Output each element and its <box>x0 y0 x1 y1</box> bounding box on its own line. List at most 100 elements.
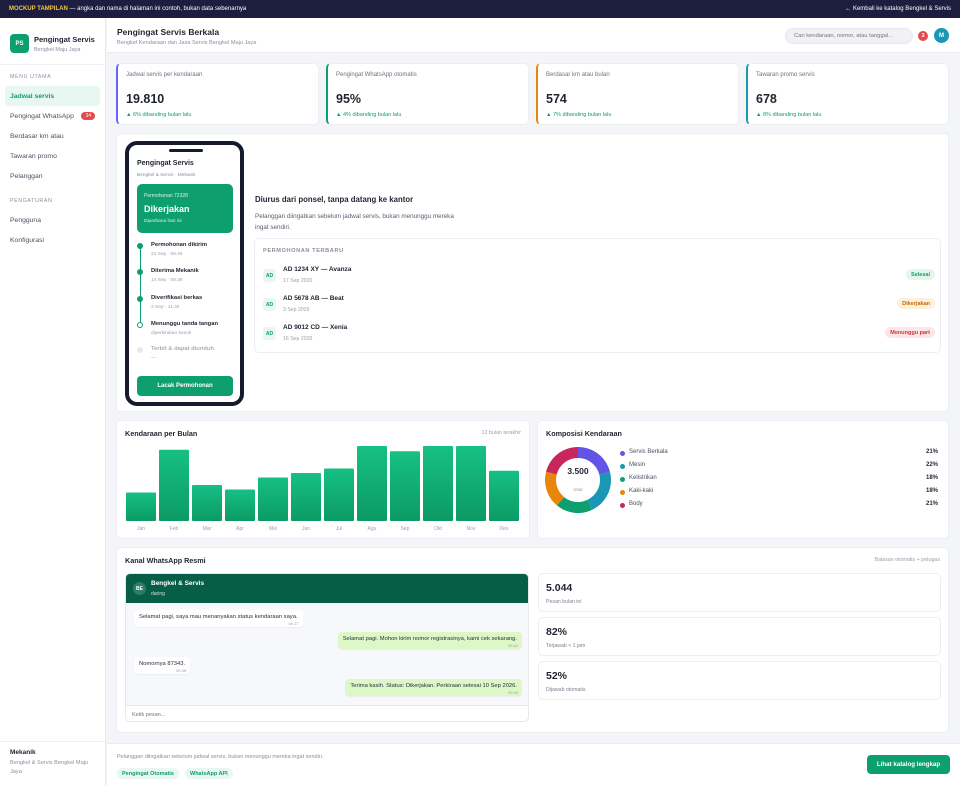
brand-text: Pengingat Servis Bengkel Maju Jaya <box>34 35 95 53</box>
mockup-banner: MOCKUP TAMPILAN — angka dan nama di hala… <box>0 0 960 18</box>
stat-value: 19.810 <box>126 92 165 106</box>
stat-label: Jadwal servis per kendaraan <box>126 72 203 78</box>
timeline-dot <box>137 243 143 249</box>
legend-item: Servis Berkala 21% <box>620 449 938 459</box>
stat-delta: ▲ 6% dibanding bulan lalu <box>126 112 192 118</box>
whatsapp-section-title: Kanal WhatsApp Resmi <box>125 556 206 565</box>
feature-tag: WhatsApp API <box>185 768 233 779</box>
timeline-dot-current <box>137 322 143 328</box>
chat-contact-status: daring <box>151 591 165 597</box>
sidebar-item-pengguna[interactable]: Pengguna <box>5 210 100 230</box>
bar-okt <box>423 446 453 521</box>
timeline-time: 24 Sep · 08.46 <box>151 252 183 257</box>
sidebar-item-jadwal-servis[interactable]: Jadwal servis <box>5 86 100 106</box>
timeline-title: Diverifikasi berkas <box>151 295 203 301</box>
bar-feb <box>159 449 189 521</box>
request-date: 16 Sep 2026 <box>283 336 313 342</box>
stat-label: Tawaran promo servis <box>756 72 815 78</box>
legend-percent: 21% <box>925 449 938 455</box>
phone-mockup: Pengingat Servis Bengkel & Servis · Meka… <box>125 141 244 406</box>
chat-message-incoming: Nomornya 87343. 09.38 <box>134 657 191 674</box>
view-catalog-button[interactable]: Lihat katalog lengkap <box>867 755 950 774</box>
sidebar-item-pelanggan[interactable]: Pelanggan <box>5 166 100 186</box>
sidebar-item-berdasar-km[interactable]: Berdasar km atau <box>5 126 100 146</box>
status-badge: Selesai <box>906 269 935 280</box>
stat-card-km: Berdasar km atau bulan 574 ▲ 7% dibandin… <box>536 63 739 125</box>
vehicle-name: AD 5678 AB — Beat <box>283 295 344 302</box>
settings-section-title: PENGATURAN <box>10 198 53 204</box>
timeline-title: Diterima Mekanik <box>151 268 199 274</box>
vehicle-icon: AD <box>263 269 276 282</box>
recent-requests: PERMOHONAN TERBARU AD AD 1234 XY — Avanz… <box>254 238 941 353</box>
phone-app-subtitle: Bengkel & Servis · Mekanik <box>137 173 196 178</box>
bar-chart-title: Kendaraan per Bulan <box>125 429 198 438</box>
bar-chart-card: Kendaraan per Bulan 12 bulan terakhir Ja… <box>116 420 530 539</box>
sidebar-item-label: Pengingat WhatsApp <box>10 112 74 120</box>
notification-badge[interactable]: 3 <box>918 31 928 41</box>
bar-apr <box>225 489 255 521</box>
back-to-catalog-link[interactable]: ← Kembali ke katalog Bengkel & Servis <box>845 6 951 12</box>
sidebar: PS Pengingat Servis Bengkel Maju Jaya ME… <box>0 18 106 785</box>
sidebar-user-info: Mekanik Bengkel & Servis Bengkel Maju Ja… <box>0 741 106 785</box>
timeline-dot <box>137 269 143 275</box>
bar-mei <box>258 477 288 521</box>
back-link-label: ← Kembali ke katalog Bengkel & Servis <box>845 6 951 12</box>
legend-swatch <box>620 503 625 508</box>
list-item[interactable]: AD AD 1234 XY — Avanza 17 Sep 2026 Seles… <box>263 264 935 292</box>
sidebar-item-konfigurasi[interactable]: Konfigurasi <box>5 230 100 250</box>
banner-note: — angka dan nama di halaman ini contoh, … <box>69 6 247 12</box>
timeline-time: 14 Sep · 09.39 <box>151 278 183 283</box>
sidebar-item-label: Jadwal servis <box>10 92 55 100</box>
donut-slice-servis-berkala <box>578 447 610 475</box>
page-title: Pengingat Servis Berkala <box>117 27 220 37</box>
sidebar-item-label: Pengguna <box>10 216 41 224</box>
sidebar-item-tawaran-promo[interactable]: Tawaran promo <box>5 146 100 166</box>
sidebar-item-pengingat-whatsapp[interactable]: Pengingat WhatsApp 34 <box>5 106 100 126</box>
feature-description: Pelanggan diingatkan sebelum jadwal serv… <box>255 213 454 232</box>
x-tick-label: Okt <box>434 526 442 532</box>
search-input[interactable] <box>785 28 913 44</box>
request-status: Dikerjakan <box>144 204 190 214</box>
stat-label: Pengingat WhatsApp otomatis <box>336 72 417 78</box>
message-text: Terima kasih. Status: Dikerjakan. Perkir… <box>350 683 517 689</box>
mockup-tag: MOCKUP TAMPILAN <box>9 6 68 12</box>
brand[interactable]: PS Pengingat Servis Bengkel Maju Jaya <box>0 18 105 58</box>
stat-card-whatsapp: Pengingat WhatsApp otomatis 95% ▲ 4% dib… <box>326 63 529 125</box>
legend-label: Servis Berkala <box>629 449 668 455</box>
user-role: Mekanik <box>10 749 36 756</box>
x-tick-label: Mar <box>203 526 212 532</box>
brand-subtitle: Bengkel Maju Jaya <box>34 46 81 53</box>
list-item[interactable]: AD AD 5678 AB — Beat 3 Sep 2026 Dikerjak… <box>263 293 935 321</box>
bar-nov <box>456 446 486 521</box>
legend-swatch <box>620 477 625 482</box>
vehicle-name: AD 9012 CD — Xenia <box>283 324 348 331</box>
legend-label: Kelistrikan <box>629 475 657 481</box>
bar-sep <box>390 451 420 521</box>
kpi-value: 5.044 <box>546 582 573 594</box>
stat-value: 574 <box>546 92 567 106</box>
kpi-label: Terjawab < 1 jam <box>546 643 586 649</box>
bar-agu <box>357 446 387 521</box>
legend-swatch <box>620 451 625 456</box>
legend-item: Mesin 22% <box>620 462 938 472</box>
menu-section-title: MENU UTAMA <box>10 74 52 80</box>
legend-percent: 22% <box>925 462 938 468</box>
list-item[interactable]: AD AD 9012 CD — Xenia 16 Sep 2026 Menung… <box>263 322 935 350</box>
kpi-card: 5.044 Pesan bulan ini <box>538 573 941 612</box>
kpi-card: 82% Terjawab < 1 jam <box>538 617 941 656</box>
bar-chart-range: 12 bulan terakhir <box>481 430 521 436</box>
legend-percent: 18% <box>925 488 938 494</box>
stat-value: 678 <box>756 92 777 106</box>
avatar[interactable]: M <box>934 28 949 43</box>
whatsapp-section-note: Balasan otomatis + petugas <box>874 557 940 563</box>
timeline-title: Permohonan dikirim <box>151 242 208 248</box>
chat-avatar: BE <box>133 582 146 595</box>
stat-delta: ▲ 4% dibanding bulan lalu <box>336 112 402 118</box>
timeline-dot-pending <box>137 347 143 353</box>
vehicle-icon: AD <box>263 298 276 311</box>
legend-label: Body <box>629 501 643 507</box>
stat-label: Berdasar km atau bulan <box>546 72 610 78</box>
chat-message-input[interactable] <box>126 705 528 721</box>
stat-card-promo: Tawaran promo servis 678 ▲ 8% dibanding … <box>746 63 949 125</box>
track-request-button[interactable]: Lacak Permohonan <box>137 376 233 396</box>
